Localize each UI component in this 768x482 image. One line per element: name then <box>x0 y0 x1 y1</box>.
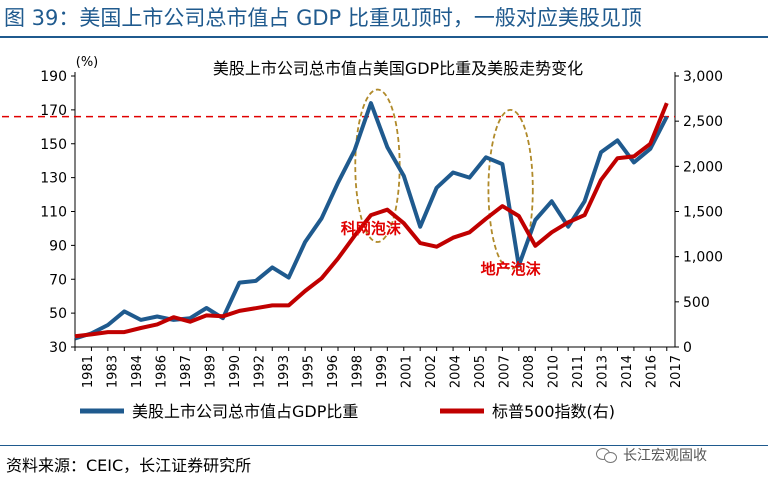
x-tick-label: 1983 <box>106 355 121 388</box>
x-tick-label: 2016 <box>645 355 660 388</box>
x-tick-label: 1986 <box>155 355 170 388</box>
left-tick-label: 170 <box>40 103 67 119</box>
source-note: 资料来源：CEIC，长江证券研究所 <box>6 456 252 475</box>
left-axis-unit: (%) <box>76 55 99 70</box>
x-tick-label: 2014 <box>620 355 635 388</box>
left-tick-label: 70 <box>49 272 67 288</box>
legend-label-sp500: 标普500指数(右) <box>492 402 615 421</box>
x-tick-label: 1996 <box>326 355 341 388</box>
x-tick-label: 1995 <box>302 355 317 388</box>
right-tick-label: 3,000 <box>683 69 723 85</box>
left-tick-label: 30 <box>49 340 67 356</box>
bubble-annotation: 地产泡沫 <box>481 260 542 278</box>
x-tick-label: 1992 <box>253 355 268 388</box>
x-tick-label: 1998 <box>351 355 366 388</box>
right-tick-label: 2,000 <box>683 159 723 175</box>
figure-title: 图 39：美国上市公司总市值占 GDP 比重见顶时，一般对应美股见顶 <box>4 6 642 30</box>
wechat-icon <box>596 447 618 463</box>
x-tick-label: 1989 <box>204 355 219 388</box>
bubble-annotation: 科网泡沫 <box>341 220 402 238</box>
bottom-rule <box>0 445 768 446</box>
x-tick-label: 2010 <box>547 355 562 388</box>
x-tick-label: 2007 <box>498 355 513 388</box>
left-tick-label: 150 <box>40 137 67 153</box>
right-tick-label: 500 <box>683 295 710 311</box>
x-tick-label: 1993 <box>277 355 292 388</box>
x-tick-label: 1987 <box>179 355 194 388</box>
x-tick-label: 1981 <box>81 355 96 388</box>
right-tick-label: 0 <box>683 340 692 356</box>
right-tick-label: 1,000 <box>683 250 723 266</box>
bubble-ellipse <box>487 108 534 270</box>
x-tick-label: 2001 <box>400 355 415 388</box>
legend-label-share: 美股上市公司总市值占GDP比重 <box>132 402 358 421</box>
series-line-sp500 <box>74 102 669 339</box>
x-tick-label: 2008 <box>522 355 537 388</box>
left-tick-label: 190 <box>40 69 67 85</box>
series-line-market-cap-share <box>74 101 669 341</box>
left-tick-label: 110 <box>40 205 67 221</box>
x-tick-label: 2017 <box>669 355 684 388</box>
x-tick-label: 1990 <box>228 355 243 388</box>
x-tick-label: 2005 <box>473 355 488 388</box>
right-tick-label: 2,500 <box>683 114 723 130</box>
chart: 美股上市公司总市值占美国GDP比重及美股走势变化 (%) 30 50 70 90 110… <box>2 55 723 421</box>
title-rule <box>0 36 768 38</box>
x-tick-label: 2004 <box>449 355 464 388</box>
x-tick-label: 2011 <box>571 355 586 388</box>
watermark: 长江宏观固收 <box>596 441 707 469</box>
watermark-text: 长江宏观固收 <box>623 448 707 464</box>
x-tick-label: 2013 <box>596 355 611 388</box>
x-tick-label: 2002 <box>424 355 439 388</box>
left-tick-label: 50 <box>49 306 67 322</box>
left-tick-label: 130 <box>40 171 67 187</box>
right-tick-label: 1,500 <box>683 205 723 221</box>
chart-title: 美股上市公司总市值占美国GDP比重及美股走势变化 <box>213 59 583 78</box>
x-tick-label: 1984 <box>130 355 145 388</box>
x-tick-label: 1999 <box>375 355 390 388</box>
left-tick-label: 90 <box>49 238 67 254</box>
